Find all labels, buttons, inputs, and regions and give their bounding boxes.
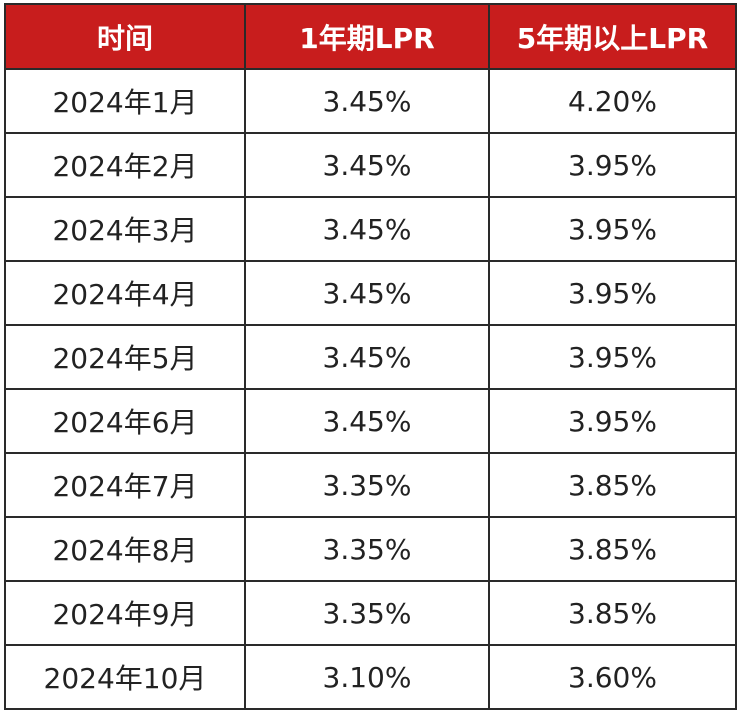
cell-5y-lpr: 3.85% — [488, 516, 737, 582]
table-row: 2024年4月 3.45% 3.95% — [4, 260, 737, 326]
cell-1y-lpr: 3.10% — [244, 644, 490, 710]
cell-time: 2024年3月 — [4, 196, 246, 262]
cell-1y-lpr: 3.35% — [244, 580, 490, 646]
table-body: 2024年1月 3.45% 4.20% 2024年2月 3.45% 3.95% 2024年3… — [4, 68, 737, 710]
table-row: 2024年1月 3.45% 4.20% — [4, 68, 737, 134]
header-5y-lpr: 5年期以上LPR — [488, 3, 737, 70]
cell-5y-lpr: 3.85% — [488, 452, 737, 518]
cell-time: 2024年4月 — [4, 260, 246, 326]
cell-1y-lpr: 3.45% — [244, 196, 490, 262]
table-row: 2024年3月 3.45% 3.95% — [4, 196, 737, 262]
cell-time: 2024年2月 — [4, 132, 246, 198]
cell-5y-lpr: 3.85% — [488, 580, 737, 646]
cell-5y-lpr: 3.95% — [488, 132, 737, 198]
cell-5y-lpr: 3.95% — [488, 324, 737, 390]
cell-1y-lpr: 3.45% — [244, 324, 490, 390]
cell-5y-lpr: 3.60% — [488, 644, 737, 710]
table-row: 2024年2月 3.45% 3.95% — [4, 132, 737, 198]
table-row: 2024年6月 3.45% 3.95% — [4, 388, 737, 454]
table-row: 2024年5月 3.45% 3.95% — [4, 324, 737, 390]
table-header-row: 时间 1年期LPR 5年期以上LPR — [4, 3, 737, 70]
cell-time: 2024年9月 — [4, 580, 246, 646]
cell-1y-lpr: 3.45% — [244, 132, 490, 198]
cell-time: 2024年6月 — [4, 388, 246, 454]
cell-time: 2024年1月 — [4, 68, 246, 134]
table-row: 2024年10月 3.10% 3.60% — [4, 644, 737, 710]
table-row: 2024年8月 3.35% 3.85% — [4, 516, 737, 582]
cell-5y-lpr: 3.95% — [488, 260, 737, 326]
cell-1y-lpr: 3.35% — [244, 452, 490, 518]
table-row: 2024年9月 3.35% 3.85% — [4, 580, 737, 646]
cell-1y-lpr: 3.45% — [244, 260, 490, 326]
cell-time: 2024年7月 — [4, 452, 246, 518]
cell-5y-lpr: 4.20% — [488, 68, 737, 134]
cell-5y-lpr: 3.95% — [488, 388, 737, 454]
cell-time: 2024年10月 — [4, 644, 246, 710]
table-row: 2024年7月 3.35% 3.85% — [4, 452, 737, 518]
lpr-table-container: 时间 1年期LPR 5年期以上LPR 2024年1月 3.45% 4.20% 2024… — [4, 3, 737, 710]
header-1y-lpr: 1年期LPR — [244, 3, 490, 70]
cell-1y-lpr: 3.35% — [244, 516, 490, 582]
cell-1y-lpr: 3.45% — [244, 68, 490, 134]
cell-time: 2024年8月 — [4, 516, 246, 582]
header-time: 时间 — [4, 3, 246, 70]
lpr-table: 时间 1年期LPR 5年期以上LPR 2024年1月 3.45% 4.20% 2024… — [4, 3, 737, 710]
cell-time: 2024年5月 — [4, 324, 246, 390]
cell-1y-lpr: 3.45% — [244, 388, 490, 454]
cell-5y-lpr: 3.95% — [488, 196, 737, 262]
